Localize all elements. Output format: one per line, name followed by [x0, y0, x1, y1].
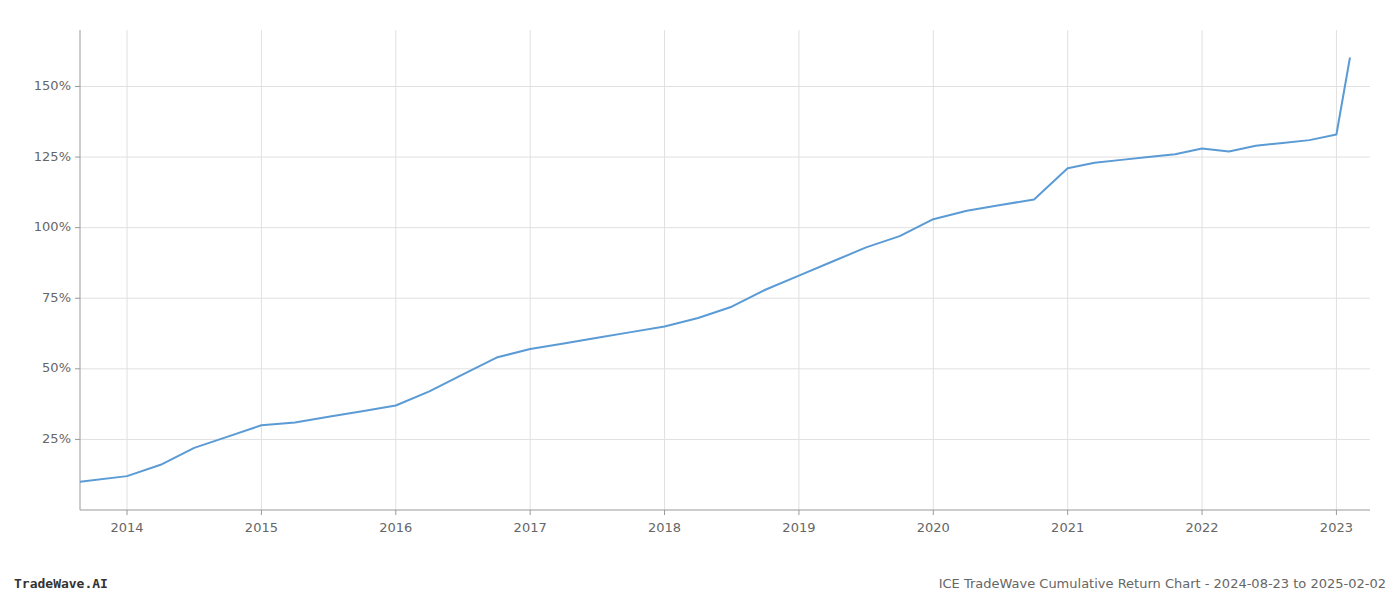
y-grid-line — [80, 439, 1370, 440]
watermark: TradeWave.AI — [14, 576, 108, 591]
y-grid-line — [80, 298, 1370, 299]
y-grid-line — [80, 157, 1370, 158]
x-tick — [1202, 510, 1203, 515]
x-tick-label: 2020 — [917, 520, 950, 535]
y-grid-line — [80, 368, 1370, 369]
x-tick-label: 2022 — [1185, 520, 1218, 535]
x-grid-line — [933, 30, 934, 510]
grid — [80, 30, 1370, 510]
x-tick — [127, 510, 128, 515]
x-grid-line — [1202, 30, 1203, 510]
y-tick — [75, 368, 80, 369]
x-tick-label: 2021 — [1051, 520, 1084, 535]
x-grid-line — [798, 30, 799, 510]
x-tick — [933, 510, 934, 515]
x-tick-label: 2019 — [782, 520, 815, 535]
y-tick-label: 150% — [34, 78, 71, 93]
y-grid-line — [80, 86, 1370, 87]
y-tick-label: 25% — [42, 431, 71, 446]
title: ICE TradeWave Cumulative Return Chart - … — [939, 576, 1386, 591]
y-tick-label: 75% — [42, 290, 71, 305]
x-tick — [1336, 510, 1337, 515]
x-tick — [395, 510, 396, 515]
chart: 25% 50% 75% 100% 125% 150% 2014 2015 2016 2017 201… — [0, 0, 1400, 600]
x-tick-label: 2017 — [514, 520, 547, 535]
axes: 25% 50% 75% 100% 125% 150% 2014 2015 2016 2017 201… — [34, 30, 1370, 535]
x-grid-line — [127, 30, 128, 510]
line — [80, 58, 1350, 482]
x-grid-line — [664, 30, 665, 510]
x-tick-label: 2016 — [379, 520, 412, 535]
x-grid-line — [530, 30, 531, 510]
x-tick — [798, 510, 799, 515]
y-tick — [75, 439, 80, 440]
x-tick-label: 2014 — [110, 520, 143, 535]
x-grid-line — [395, 30, 396, 510]
x-grid-line — [1336, 30, 1337, 510]
y-tick-label: 125% — [34, 149, 71, 164]
y-tick-label: 100% — [34, 219, 71, 234]
x-grid-line — [1067, 30, 1068, 510]
x-tick — [261, 510, 262, 515]
y-tick-label: 50% — [42, 360, 71, 375]
x-tick — [530, 510, 531, 515]
x-tick-label: 2018 — [648, 520, 681, 535]
x-tick-label: 2023 — [1320, 520, 1353, 535]
plot-area — [80, 58, 1350, 482]
y-grid-line — [80, 227, 1370, 228]
x-grid-line — [261, 30, 262, 510]
y-tick — [75, 86, 80, 87]
y-tick — [75, 157, 80, 158]
x-tick — [664, 510, 665, 515]
y-tick — [75, 227, 80, 228]
x-axis-line — [80, 510, 1370, 511]
y-axis-line — [80, 30, 81, 510]
y-tick — [75, 298, 80, 299]
x-tick — [1067, 510, 1068, 515]
x-tick-label: 2015 — [245, 520, 278, 535]
